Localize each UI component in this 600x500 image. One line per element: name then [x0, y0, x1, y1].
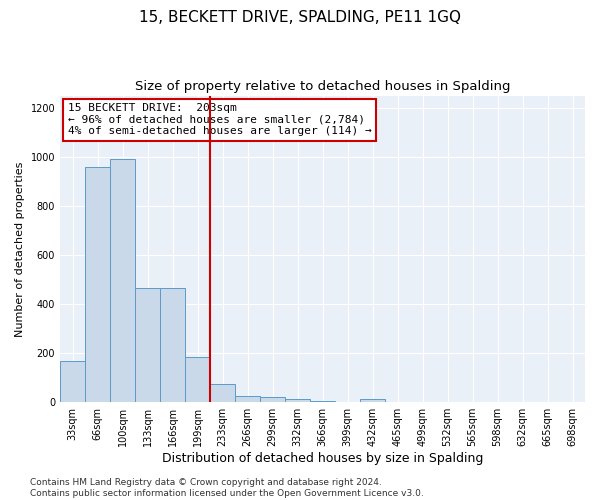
X-axis label: Distribution of detached houses by size in Spalding: Distribution of detached houses by size … [162, 452, 483, 465]
Bar [360, 399, 385, 402]
Text: 15 BECKETT DRIVE:  203sqm
← 96% of detached houses are smaller (2,784)
4% of sem: 15 BECKETT DRIVE: 203sqm ← 96% of detach… [68, 103, 371, 136]
Bar [210, 384, 235, 402]
Bar [110, 160, 135, 402]
Text: Contains HM Land Registry data © Crown copyright and database right 2024.
Contai: Contains HM Land Registry data © Crown c… [30, 478, 424, 498]
Bar [60, 360, 85, 402]
Bar [285, 399, 310, 402]
Bar [235, 396, 260, 402]
Bar [160, 288, 185, 402]
Y-axis label: Number of detached properties: Number of detached properties [15, 161, 25, 336]
Text: 15, BECKETT DRIVE, SPALDING, PE11 1GQ: 15, BECKETT DRIVE, SPALDING, PE11 1GQ [139, 10, 461, 25]
Bar [185, 357, 210, 402]
Bar [310, 401, 335, 402]
Bar [260, 398, 285, 402]
Title: Size of property relative to detached houses in Spalding: Size of property relative to detached ho… [135, 80, 510, 93]
Bar [135, 288, 160, 402]
Bar [85, 166, 110, 402]
